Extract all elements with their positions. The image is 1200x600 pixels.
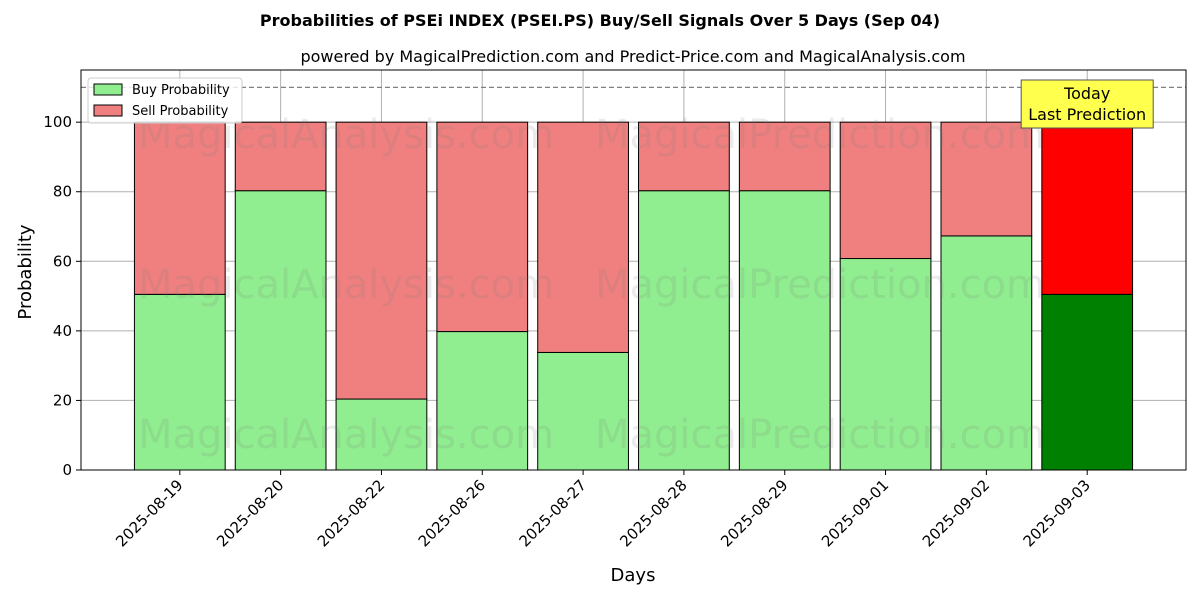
buy-bar [638,190,730,471]
y-tick-label: 20 [53,391,72,409]
buy-bar [1041,293,1134,471]
sell-bar [638,121,730,192]
plot-area: MagicalAnalysis.com MagicalPrediction.com… [43,69,1187,550]
x-tick-label: 2025-09-01 [818,476,892,550]
sell-bar [234,121,327,192]
buy-bar [335,398,428,471]
chart-subtitle: powered by MagicalPrediction.com and Pre… [300,47,965,66]
sell-bar [133,121,226,295]
x-tick-label: 2025-09-02 [919,476,993,550]
buy-bar [738,190,831,471]
sell-bar [537,121,629,353]
x-tick-label: 2025-08-20 [213,476,287,550]
sell-bar [940,121,1033,237]
buy-bar [133,293,226,471]
y-tick-label: 80 [53,183,72,201]
y-tick-label: 40 [53,322,72,340]
sell-bar [335,121,428,400]
annotation-text: Today [1063,84,1110,103]
plot-frame [80,69,1187,471]
sell-bar [436,121,529,333]
x-tick-label: 2025-08-26 [415,476,489,550]
buy-bar [436,331,529,471]
watermark-text: MagicalPrediction.com [595,112,1045,158]
y-tick-label: 60 [53,252,72,270]
x-tick-label: 2025-08-19 [112,476,186,550]
sell-bar [1041,121,1134,295]
buy-bar [839,258,932,471]
x-tick-label: 2025-08-28 [616,476,690,550]
sell-bar [839,121,932,260]
watermark-text: MagicalAnalysis.com [138,262,554,308]
y-tick-label: 100 [43,113,72,131]
legend-swatch [93,83,123,96]
legend-label: Sell Probability [132,104,229,119]
watermark-text: MagicalPrediction.com [595,262,1045,308]
x-tick-label: 2025-08-22 [314,476,388,550]
annotation-text: Last Prediction [1028,105,1146,124]
chart-title: Probabilities of PSEi INDEX (PSEI.PS) Bu… [260,11,940,30]
watermark-text: MagicalAnalysis.com [138,412,554,458]
y-tick-label: 0 [62,461,72,479]
annotation-box [1020,79,1154,129]
x-tick-label: 2025-09-03 [1020,476,1094,550]
x-tick-label: 2025-08-29 [717,476,791,550]
x-tick-label: 2025-08-27 [516,476,590,550]
legend-swatch [93,104,123,117]
sell-bar [738,121,831,192]
buy-bar [940,235,1033,471]
watermark-text: MagicalPrediction.com [595,412,1045,458]
legend-box [87,77,243,124]
y-axis-label: Probability [15,224,36,319]
legend-label: Buy Probability [132,83,230,98]
x-axis-label: Days [611,565,656,586]
